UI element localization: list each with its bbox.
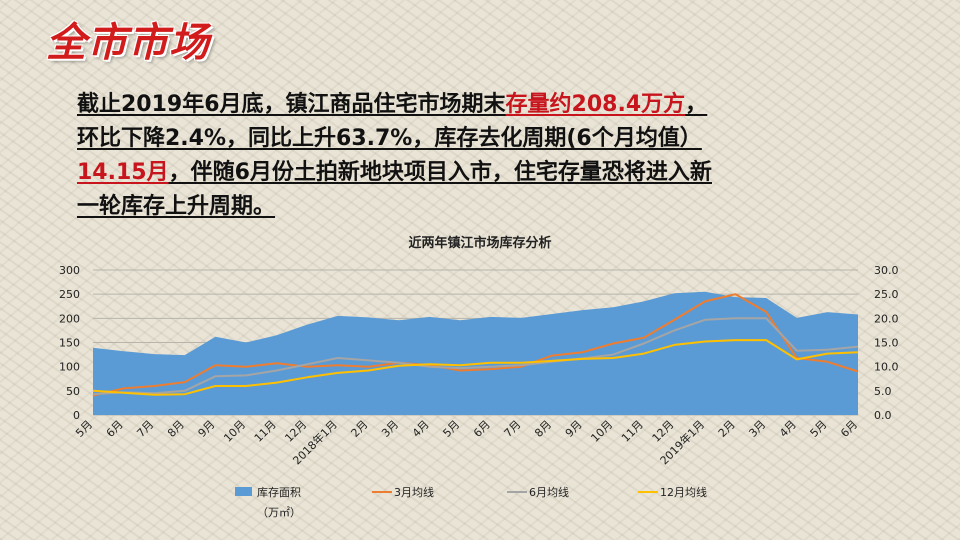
x-tick-label: 8月 <box>532 418 554 440</box>
y-left-tick-label: 200 <box>59 312 80 325</box>
x-tick-label: 11月 <box>252 418 279 445</box>
x-tick-label: 12月 <box>650 418 677 445</box>
highlight-text: 存量约208.4万方 <box>505 92 686 117</box>
x-tick-label: 9月 <box>563 418 585 440</box>
x-tick-label: 5月 <box>808 418 830 440</box>
x-tick-label: 3月 <box>379 418 401 440</box>
legend-label: 12月均线 <box>660 485 707 499</box>
x-tick-label: 10月 <box>221 418 248 445</box>
y-right-tick-label: 0.0 <box>874 409 892 422</box>
x-tick-label: 10月 <box>588 418 615 445</box>
slide-title: 全市市场 <box>46 20 210 66</box>
paragraph-line: 环比下降2.4%，同比上升63.7%，库存去化周期(6个月均值） <box>77 122 897 156</box>
x-tick-label: 7月 <box>134 418 156 440</box>
legend-unit-label: （万㎡） <box>257 506 301 519</box>
x-tick-label: 8月 <box>165 418 187 440</box>
x-tick-label: 9月 <box>196 418 218 440</box>
y-right-tick-label: 25.0 <box>874 288 899 301</box>
paragraph-line: 一轮库存上升周期。 <box>77 190 897 224</box>
x-tick-label: 6月 <box>838 418 860 440</box>
paragraph-text: ，伴随6月份土拍新地块项目入市，住宅存量恐将进入新 <box>168 160 712 185</box>
y-right-tick-label: 10.0 <box>874 361 899 374</box>
y-left-tick-label: 0 <box>73 409 80 422</box>
series-line-3 <box>92 339 859 396</box>
highlight-text: 14.15月 <box>77 160 169 185</box>
summary-paragraph: 截止2019年6月底，镇江商品住宅市场期末存量约208.4万方， 环比下降2.4%… <box>77 88 897 224</box>
paragraph-line: 14.15月，伴随6月份土拍新地块项目入市，住宅存量恐将进入新 <box>77 156 897 190</box>
paragraph-text: 截止2019年6月底，镇江商品住宅市场期末 <box>77 92 506 117</box>
series-area-inventory <box>93 291 858 415</box>
y-right-tick-label: 20.0 <box>874 312 899 325</box>
paragraph-text: ， <box>685 92 708 117</box>
y-right-tick-label: 30.0 <box>874 264 899 277</box>
x-tick-label: 11月 <box>619 418 646 445</box>
x-tick-label: 6月 <box>104 418 126 440</box>
x-tick-label: 12月 <box>282 418 309 445</box>
paragraph-text: 一轮库存上升周期。 <box>77 194 276 219</box>
y-left-tick-label: 100 <box>59 361 80 374</box>
x-tick-label: 5月 <box>440 418 462 440</box>
paragraph-text: 环比下降2.4%，同比上升63.7%，库存去化周期(6个月均值） <box>77 126 702 151</box>
y-right-tick-label: 15.0 <box>874 337 899 350</box>
y-left-tick-label: 300 <box>59 264 80 277</box>
legend-label: 3月均线 <box>394 485 434 499</box>
x-tick-label: 7月 <box>502 418 524 440</box>
x-tick-label: 2月 <box>716 418 738 440</box>
x-tick-label: 2月 <box>349 418 371 440</box>
y-left-tick-label: 250 <box>59 288 80 301</box>
y-left-tick-label: 50 <box>66 385 80 398</box>
series-line-1 <box>92 293 859 397</box>
paragraph-line: 截止2019年6月底，镇江商品住宅市场期末存量约208.4万方， <box>77 88 897 122</box>
legend-swatch-area <box>235 487 252 496</box>
x-tick-label: 4月 <box>410 418 432 440</box>
y-right-tick-label: 5.0 <box>874 385 892 398</box>
y-left-tick-label: 150 <box>59 337 80 350</box>
legend-label: 库存面积 <box>257 485 301 499</box>
x-tick-label: 4月 <box>777 418 799 440</box>
x-tick-label: 6月 <box>471 418 493 440</box>
legend-label: 6月均线 <box>529 485 569 499</box>
x-tick-label: 3月 <box>746 418 768 440</box>
chart-title: 近两年镇江市场库存分析 <box>408 236 552 251</box>
series-line-2 <box>92 317 859 396</box>
